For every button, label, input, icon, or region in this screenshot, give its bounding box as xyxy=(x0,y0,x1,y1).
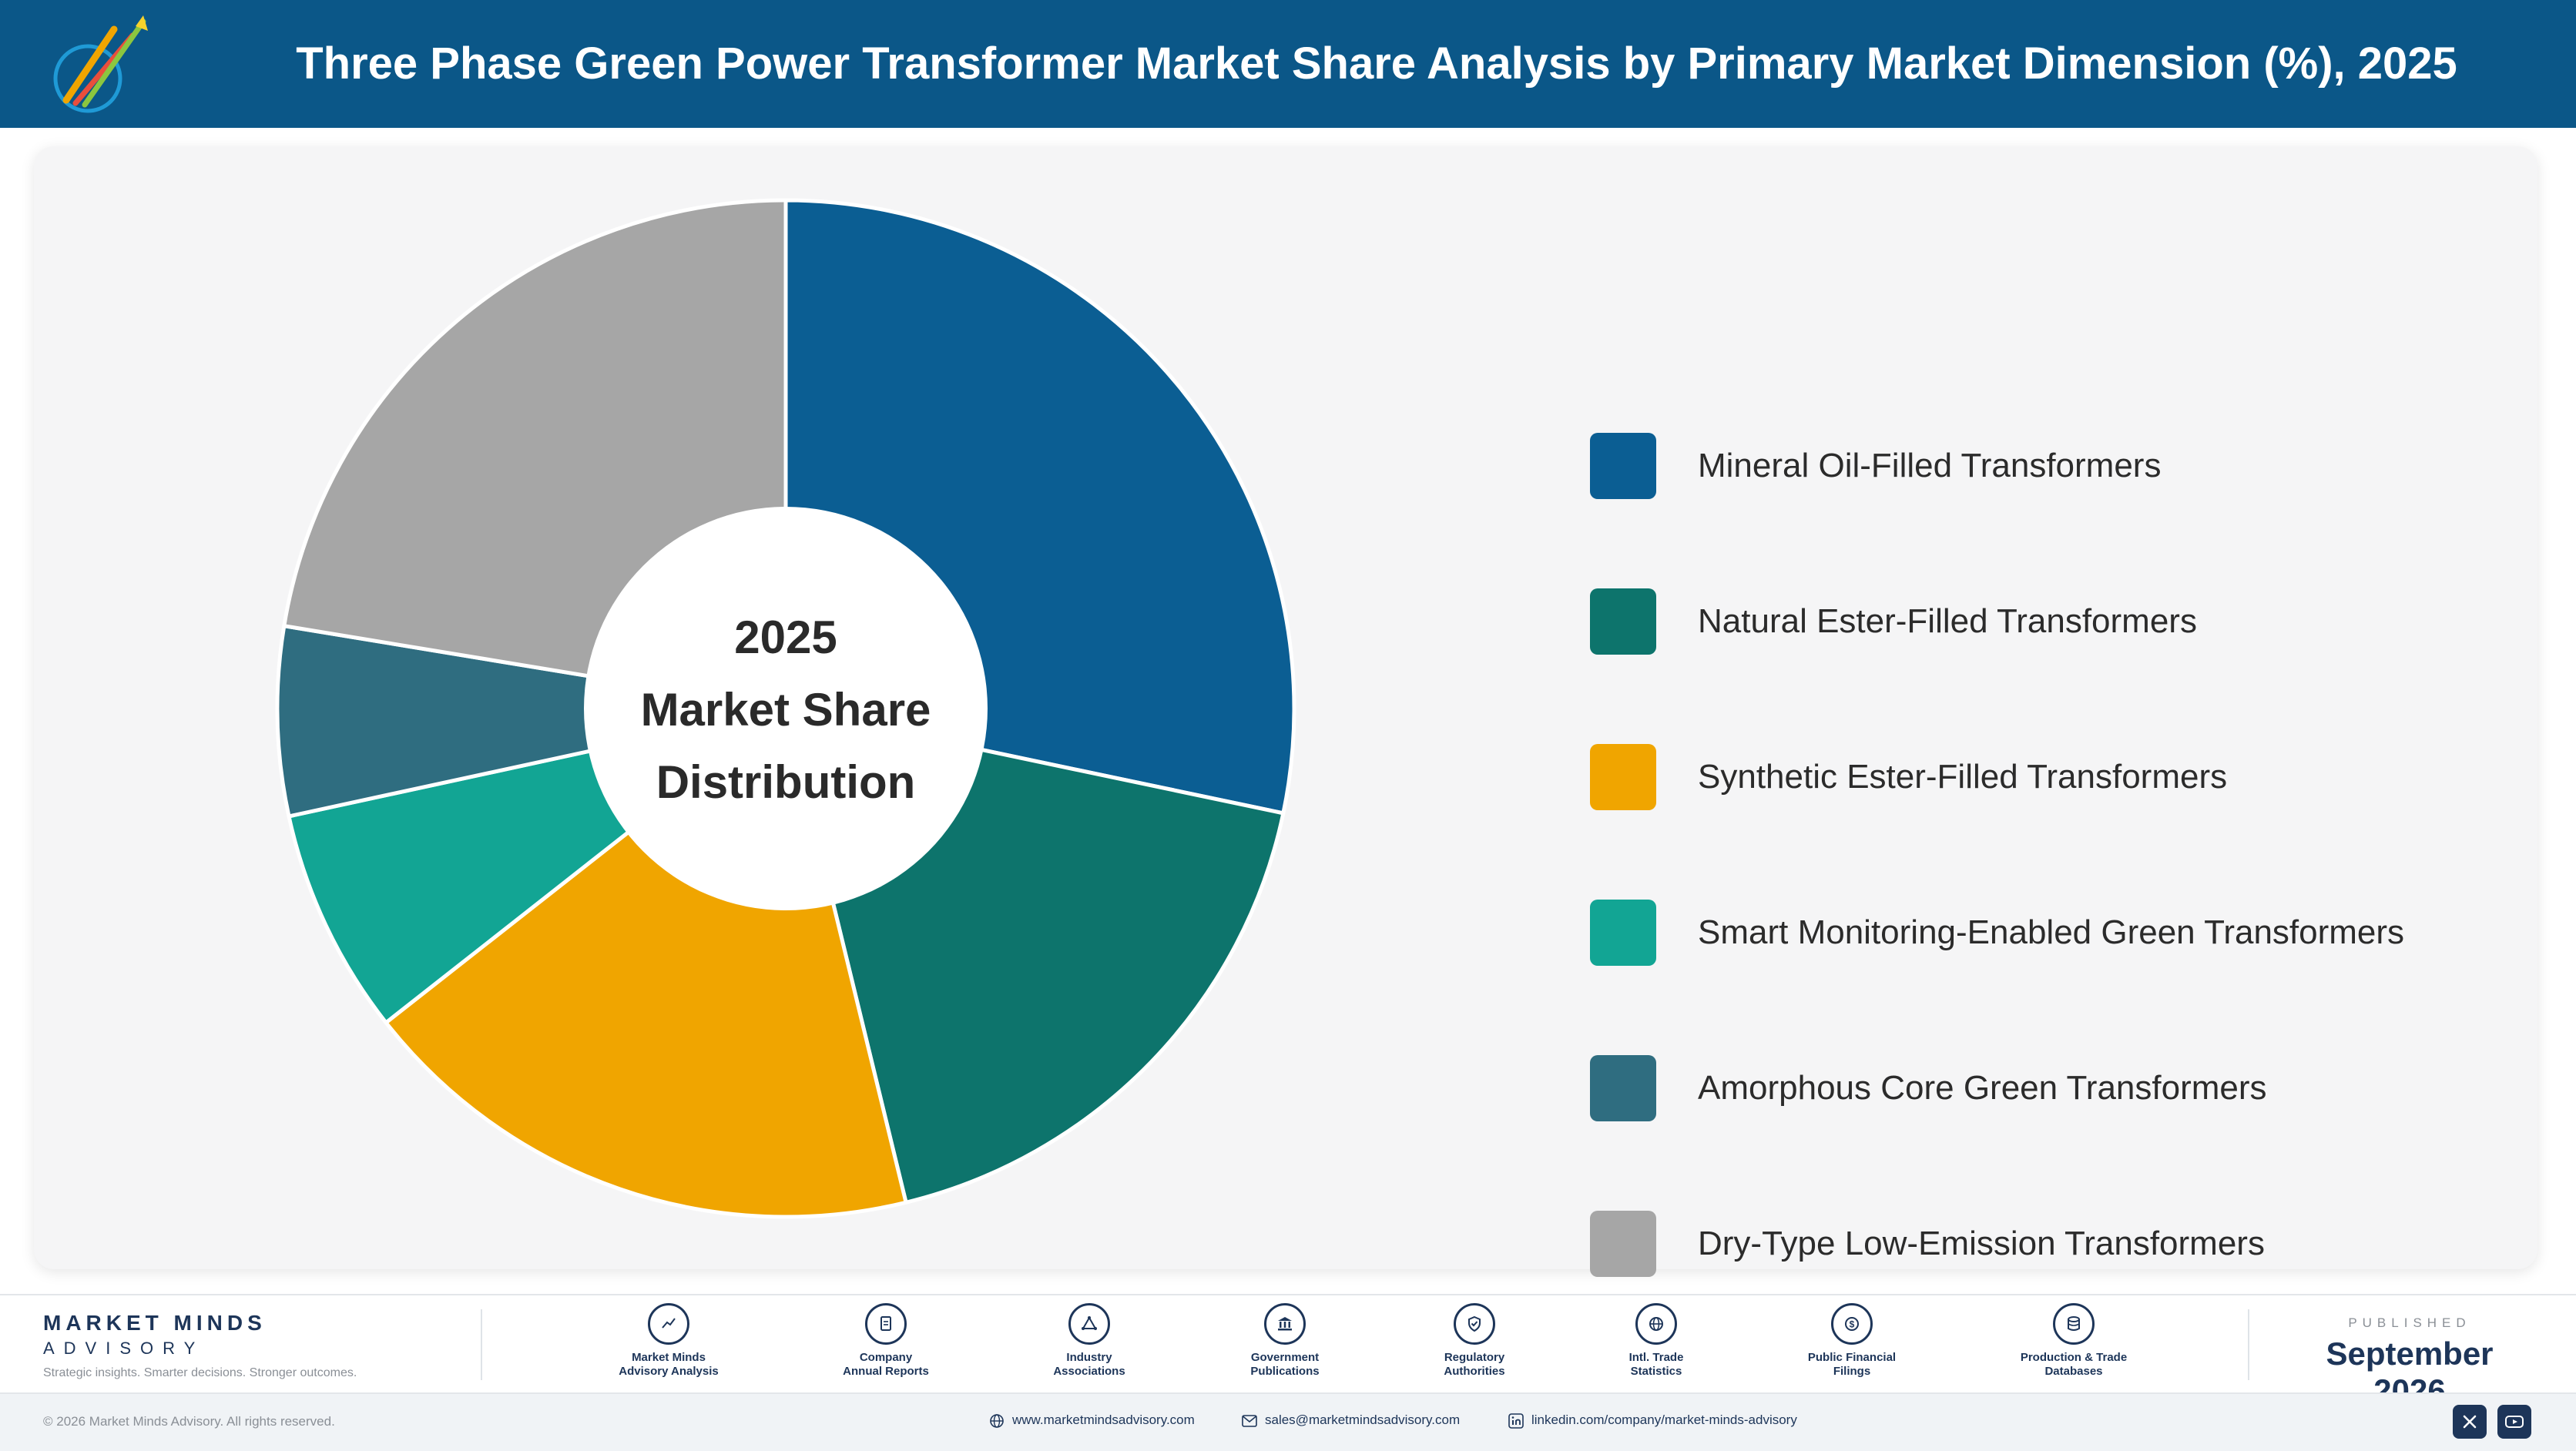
youtube-icon xyxy=(2505,1416,2524,1428)
linkedin-link[interactable]: linkedin.com/company/market-minds-adviso… xyxy=(1508,1412,1797,1429)
linkedin-icon xyxy=(1508,1412,1524,1429)
chart-panel: 2025 Market Share Distribution Mineral Oil… xyxy=(34,146,2537,1277)
legend-swatch xyxy=(1590,1055,1656,1121)
data-source-item: Government Publications xyxy=(1200,1303,1370,1379)
footer-divider xyxy=(2248,1309,2249,1380)
x-social-button[interactable] xyxy=(2453,1405,2487,1439)
data-source-item: Industry Associations xyxy=(1005,1303,1174,1379)
legend-label: Amorphous Core Green Transformers xyxy=(1698,1069,2267,1107)
email-text: sales@marketmindsadvisory.com xyxy=(1265,1412,1461,1427)
data-source-label: Market Minds Advisory Analysis xyxy=(619,1351,719,1378)
data-source-label: Intl. Trade Statistics xyxy=(1628,1351,1684,1378)
data-source-label: Government Publications xyxy=(1250,1351,1320,1378)
data-source-item: Regulatory Authorities xyxy=(1390,1303,1559,1379)
footer-brand: MARKET MINDS ADVISORY Strategic insights… xyxy=(43,1311,357,1380)
pie-slice-amorphous-core-green-transformers xyxy=(275,624,788,819)
database-icon xyxy=(2053,1303,2095,1345)
network-icon xyxy=(1068,1303,1110,1345)
brand-subtitle: ADVISORY xyxy=(43,1339,205,1358)
data-source-label: Public Financial Filings xyxy=(1807,1351,1897,1378)
legend-swatch xyxy=(1590,900,1656,966)
svg-text:$: $ xyxy=(1850,1319,1855,1330)
x-icon xyxy=(2463,1415,2477,1429)
legend-swatch xyxy=(1590,744,1656,810)
bottom-bar: © 2026 Market Minds Advisory. All rights… xyxy=(0,1392,2576,1451)
globe-icon xyxy=(990,1413,1004,1428)
center-label-line: Market Share xyxy=(641,684,931,736)
pie-chart: 2025 Market Share Distribution xyxy=(275,198,1296,1219)
published-label: PUBLISHED xyxy=(2348,1315,2471,1330)
legend-label: Natural Ester-Filled Transformers xyxy=(1698,602,2197,640)
data-source-label: Production & Trade Databases xyxy=(2020,1351,2128,1378)
center-label-line: Distribution xyxy=(656,756,916,808)
youtube-social-button[interactable] xyxy=(2497,1405,2531,1439)
shield-check-icon xyxy=(1454,1303,1495,1345)
website-text: www.marketmindsadvisory.com xyxy=(1012,1412,1195,1427)
brand-name: MARKET MINDS xyxy=(43,1311,267,1335)
data-source-item: Production & Trade Databases xyxy=(1989,1303,2158,1379)
legend-label: Synthetic Ester-Filled Transformers xyxy=(1698,758,2228,796)
trend-chart-icon xyxy=(648,1303,689,1345)
email-link[interactable]: sales@marketmindsadvisory.com xyxy=(1242,1412,1460,1428)
data-source-label: Regulatory Authorities xyxy=(1444,1351,1505,1378)
mail-icon xyxy=(1242,1414,1257,1427)
donut-hole xyxy=(584,507,988,910)
center-label-line: 2025 xyxy=(734,612,837,663)
footer-divider xyxy=(481,1309,482,1380)
page-title: Three Phase Green Power Transformer Mark… xyxy=(296,39,2457,89)
legend-label: Dry-Type Low-Emission Transformers xyxy=(1698,1225,2265,1262)
website-link[interactable]: www.marketmindsadvisory.com xyxy=(989,1412,1195,1429)
data-source-item: Intl. Trade Statistics xyxy=(1571,1303,1741,1379)
legend-label: Smart Monitoring-Enabled Green Transform… xyxy=(1698,913,2405,951)
copyright-text: © 2026 Market Minds Advisory. All rights… xyxy=(43,1414,335,1429)
linkedin-text: linkedin.com/company/market-minds-adviso… xyxy=(1531,1412,1797,1427)
data-source-item: Company Annual Reports xyxy=(801,1303,971,1379)
globe-icon xyxy=(1635,1303,1677,1345)
data-source-label: Industry Associations xyxy=(1053,1351,1125,1378)
legend-swatch xyxy=(1590,1211,1656,1277)
company-logo xyxy=(53,15,148,113)
legend-swatch xyxy=(1590,588,1656,655)
data-source-label: Company Annual Reports xyxy=(843,1351,929,1378)
brand-tagline: Strategic insights. Smarter decisions. S… xyxy=(43,1366,357,1379)
data-source-item: Market Minds Advisory Analysis xyxy=(584,1303,753,1379)
data-source-item: $ Public Financial Filings xyxy=(1767,1303,1937,1379)
header-bar: Three Phase Green Power Transformer Mark… xyxy=(0,0,2576,128)
coin-icon: $ xyxy=(1831,1303,1873,1345)
government-building-icon xyxy=(1264,1303,1306,1345)
legend-swatch xyxy=(1590,433,1656,499)
document-icon xyxy=(865,1303,907,1345)
legend-label: Mineral Oil-Filled Transformers xyxy=(1698,447,2162,484)
